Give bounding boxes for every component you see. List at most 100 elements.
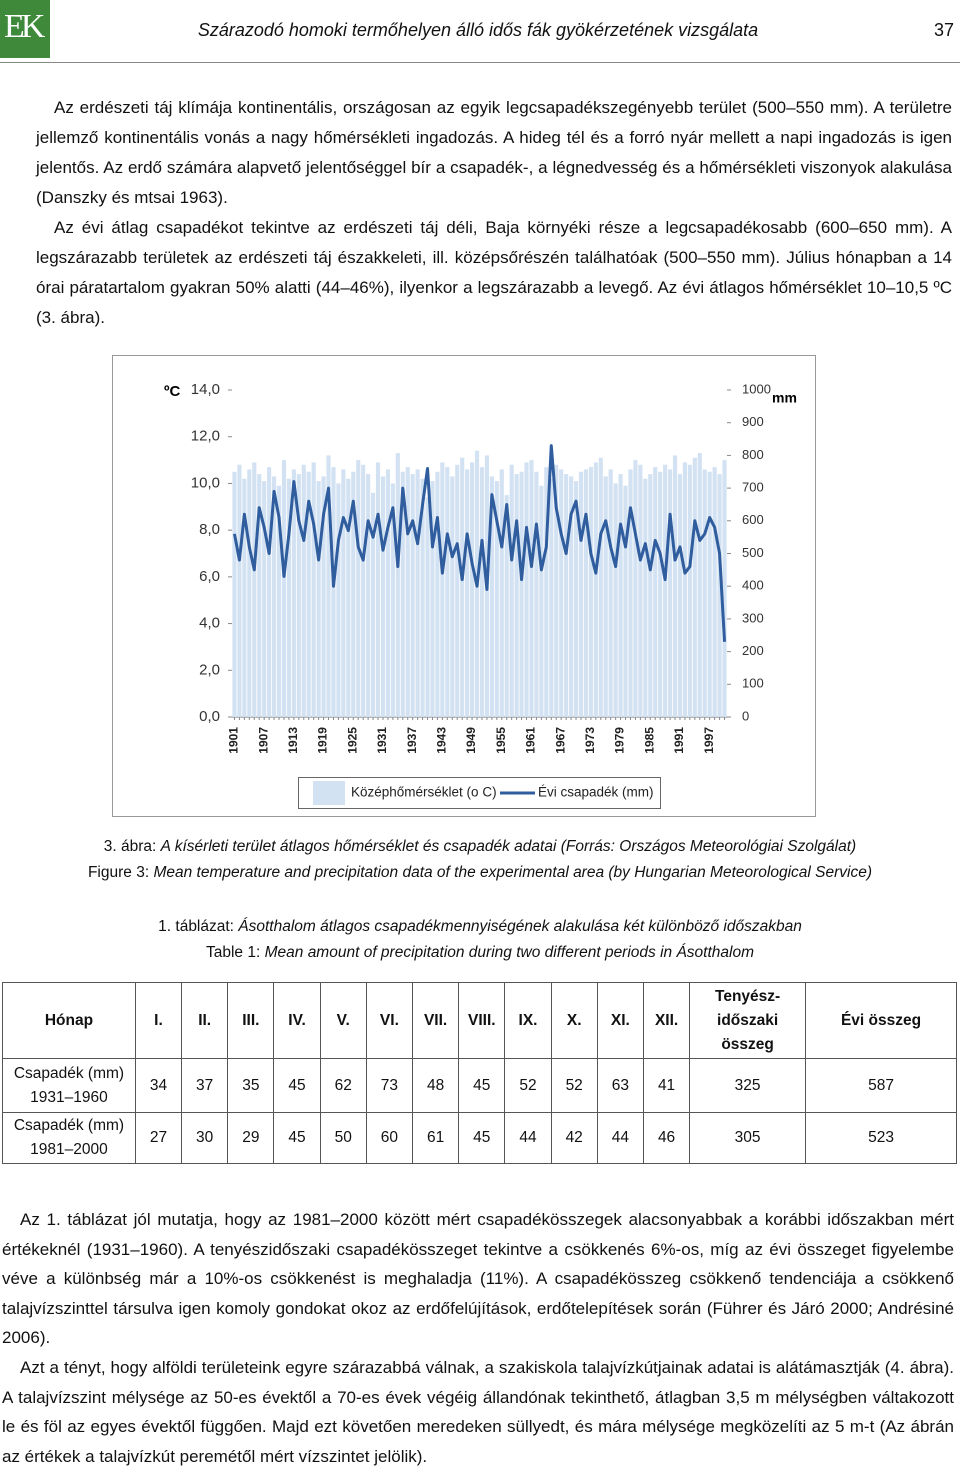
bar (356, 460, 361, 717)
table-cell: 523 (805, 1112, 957, 1164)
header-cell: VII. (411, 982, 460, 1059)
table-cell: 60 (365, 1112, 414, 1164)
bar (504, 495, 509, 717)
bar (415, 469, 420, 717)
x-tick-label: 1973 (583, 727, 597, 754)
table-cell: 45 (458, 1112, 506, 1164)
y-axis-label: ºC (164, 383, 180, 400)
bar (262, 481, 267, 717)
bar (479, 467, 485, 717)
y2-tick-label: 0 (742, 708, 749, 723)
bar (252, 462, 257, 717)
bar (603, 476, 608, 717)
bar (395, 453, 400, 717)
bar (613, 483, 618, 717)
caption-label: 3. ábra: (103, 838, 157, 855)
caption-label: 1. táblázat: (158, 918, 234, 935)
table-cell: 35 (227, 1058, 275, 1113)
bar (257, 474, 262, 717)
header-cell: II. (181, 982, 229, 1059)
bar (405, 467, 410, 717)
bar (237, 464, 242, 717)
caption-text: Ásotthalom átlagos csapadékmennyiségének… (238, 918, 802, 935)
header-cell: XII. (642, 982, 691, 1059)
y2-tick-label: 300 (742, 610, 764, 625)
bar (390, 483, 395, 717)
bar (717, 474, 722, 717)
header-line: Tenyész- (715, 987, 781, 1005)
table-cell: 73 (365, 1058, 414, 1113)
bar (712, 467, 717, 717)
y2-tick-label: 400 (742, 578, 764, 593)
table-cell: 30 (181, 1112, 229, 1164)
bar (435, 471, 440, 717)
header-cell: I. (134, 982, 183, 1059)
table-cell: 34 (134, 1058, 183, 1113)
bar (529, 460, 534, 717)
header-cell: VIII. (458, 982, 506, 1059)
x-tick-label: 1919 (316, 727, 330, 754)
legend-label: Középhőmérséklet (o C) (351, 785, 497, 800)
bar (499, 469, 504, 717)
bar (653, 467, 658, 717)
x-tick-label: 1943 (435, 727, 449, 754)
bar (296, 474, 301, 717)
x-tick-label: 1913 (286, 727, 300, 754)
y2-tick-label: 800 (742, 447, 764, 462)
bar (286, 478, 292, 717)
bar (633, 460, 638, 717)
bar (628, 469, 633, 717)
y-tick-label: 14,0 (191, 381, 220, 398)
chart: ºC mm 0,0 2,0 4,0 6,0 8,0 10,0 12,0 14,0 0 100 200… (112, 355, 816, 817)
bar (420, 478, 425, 717)
y-tick-label: 6,0 (199, 568, 220, 585)
row-label-line: Csapadék (mm) (13, 1064, 125, 1082)
bar (588, 467, 593, 717)
table-cell: 44 (504, 1112, 552, 1164)
bar (247, 469, 252, 717)
bar (702, 469, 707, 717)
bar (544, 467, 549, 717)
paragraph: Az erdészeti táj klímája kontinentális, … (36, 98, 952, 207)
bar (385, 469, 391, 717)
table-cell: 62 (319, 1058, 367, 1113)
header-cell: III. (227, 982, 275, 1059)
header-cell: Évi összeg (805, 982, 957, 1059)
bar (682, 462, 688, 717)
header-cell: Tenyész-időszaki összeg (689, 982, 807, 1059)
bar (559, 469, 564, 717)
caption-label: Table 1: (206, 944, 261, 961)
bar (271, 476, 277, 717)
bar (316, 481, 321, 717)
caption-text: A kísérleti terület átlagos hőmérséklet … (160, 838, 857, 855)
bar (346, 478, 351, 717)
bar (564, 474, 569, 717)
bar (301, 464, 306, 717)
row-label-line: 1931–1960 (30, 1088, 108, 1106)
y2-tick-label: 1000 (742, 381, 771, 396)
table-cell: 305 (689, 1112, 807, 1164)
y2-tick-label: 500 (742, 545, 764, 560)
bar (573, 481, 579, 717)
table-cell: 50 (319, 1112, 367, 1164)
x-tick-label: 1949 (464, 727, 478, 754)
bar (722, 460, 727, 717)
y2-tick-label: 900 (742, 414, 764, 429)
text-block: Az 1. táblázat jól mutatja, hogy az 1981… (2, 1205, 954, 1476)
x-tick-label: 1985 (642, 727, 656, 754)
running-title: Szárazodó homoki termőhelyen álló idős f… (197, 20, 759, 40)
table-cell: 46 (642, 1112, 691, 1164)
x-tick-label: 1979 (613, 727, 627, 754)
header-line: időszaki (717, 1011, 779, 1029)
y2-tick-label: 200 (742, 643, 764, 658)
x-tick-label: 1937 (405, 727, 419, 754)
bar (445, 467, 450, 717)
bar (455, 464, 460, 717)
bar (568, 476, 574, 717)
header-cell: IV. (273, 982, 321, 1059)
bar (583, 469, 589, 717)
table-cell: 44 (596, 1112, 644, 1164)
bar (623, 485, 628, 717)
y-tick-label: 4,0 (199, 615, 220, 632)
header-cell: VI. (365, 982, 414, 1059)
